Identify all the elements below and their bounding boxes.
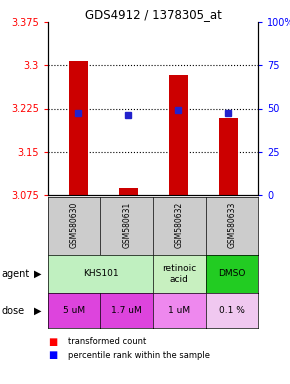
Bar	[119, 187, 137, 195]
Bar	[68, 61, 88, 195]
Text: KHS101: KHS101	[83, 270, 118, 278]
Text: GSM580632: GSM580632	[175, 202, 184, 248]
Text: retinoic
acid: retinoic acid	[162, 264, 196, 284]
Text: agent: agent	[1, 269, 30, 279]
Text: ■: ■	[48, 350, 57, 360]
Text: 0.1 %: 0.1 %	[219, 306, 245, 315]
Bar	[218, 118, 238, 195]
Text: GSM580633: GSM580633	[227, 202, 236, 248]
Text: ■: ■	[48, 337, 57, 347]
Text: percentile rank within the sample: percentile rank within the sample	[68, 351, 210, 359]
Text: transformed count: transformed count	[68, 338, 146, 346]
Text: 1 uM: 1 uM	[168, 306, 190, 315]
Text: ▶: ▶	[34, 269, 41, 279]
Text: GSM580630: GSM580630	[70, 202, 79, 248]
Text: DMSO: DMSO	[218, 270, 245, 278]
Text: GSM580631: GSM580631	[122, 202, 131, 248]
Text: 5 uM: 5 uM	[63, 306, 85, 315]
Bar	[168, 75, 188, 195]
Text: dose: dose	[1, 306, 25, 316]
Text: ▶: ▶	[34, 306, 41, 316]
Text: 1.7 uM: 1.7 uM	[111, 306, 142, 315]
Title: GDS4912 / 1378305_at: GDS4912 / 1378305_at	[85, 8, 222, 21]
